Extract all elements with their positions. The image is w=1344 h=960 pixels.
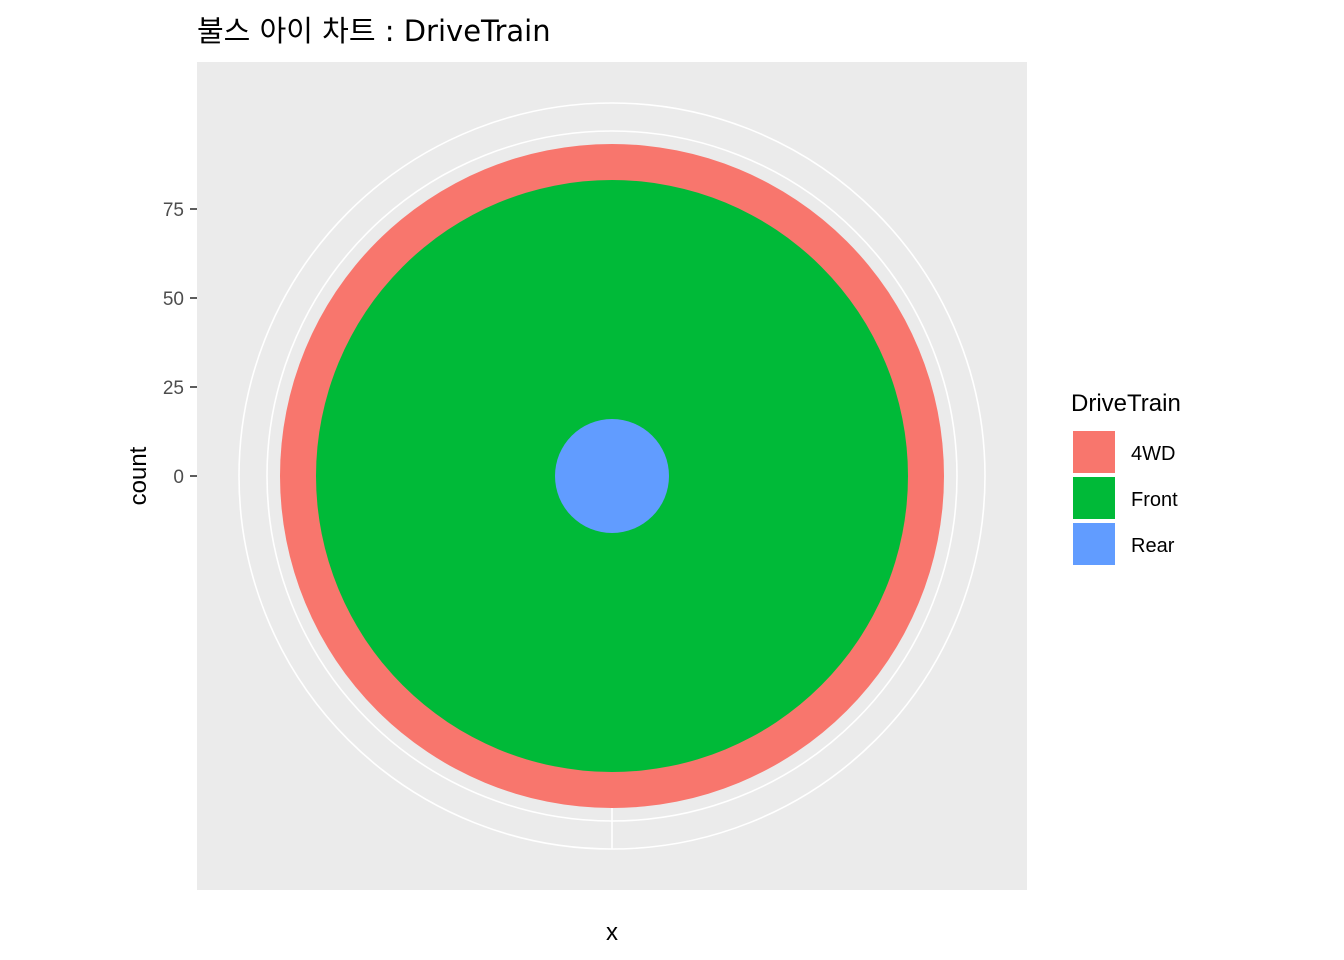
- y-axis: 0 25 50 75: [163, 200, 197, 488]
- legend-key-4wd: [1071, 429, 1117, 475]
- chart-title: 불스 아이 차트 : DriveTrain: [197, 14, 551, 48]
- legend: DriveTrain 4WD Front Rear: [1071, 390, 1181, 567]
- disk-rear: [555, 419, 669, 533]
- legend-label-rear: Rear: [1131, 535, 1175, 557]
- y-axis-title: count: [125, 446, 152, 505]
- x-axis-title: x: [606, 919, 618, 946]
- y-tick-label-0: 0: [173, 467, 184, 488]
- panel-grid: [238, 102, 986, 850]
- legend-label-4wd: 4WD: [1131, 443, 1175, 465]
- y-tick-label-50: 50: [163, 289, 184, 310]
- legend-title: DriveTrain: [1071, 390, 1181, 417]
- y-tick-label-75: 75: [163, 200, 184, 221]
- legend-key-rear: [1071, 521, 1117, 567]
- legend-key-front: [1071, 475, 1117, 521]
- legend-label-front: Front: [1131, 489, 1178, 511]
- chart-marks: [280, 144, 944, 808]
- legend-items: 4WD Front Rear: [1071, 429, 1178, 567]
- y-tick-label-25: 25: [163, 378, 184, 399]
